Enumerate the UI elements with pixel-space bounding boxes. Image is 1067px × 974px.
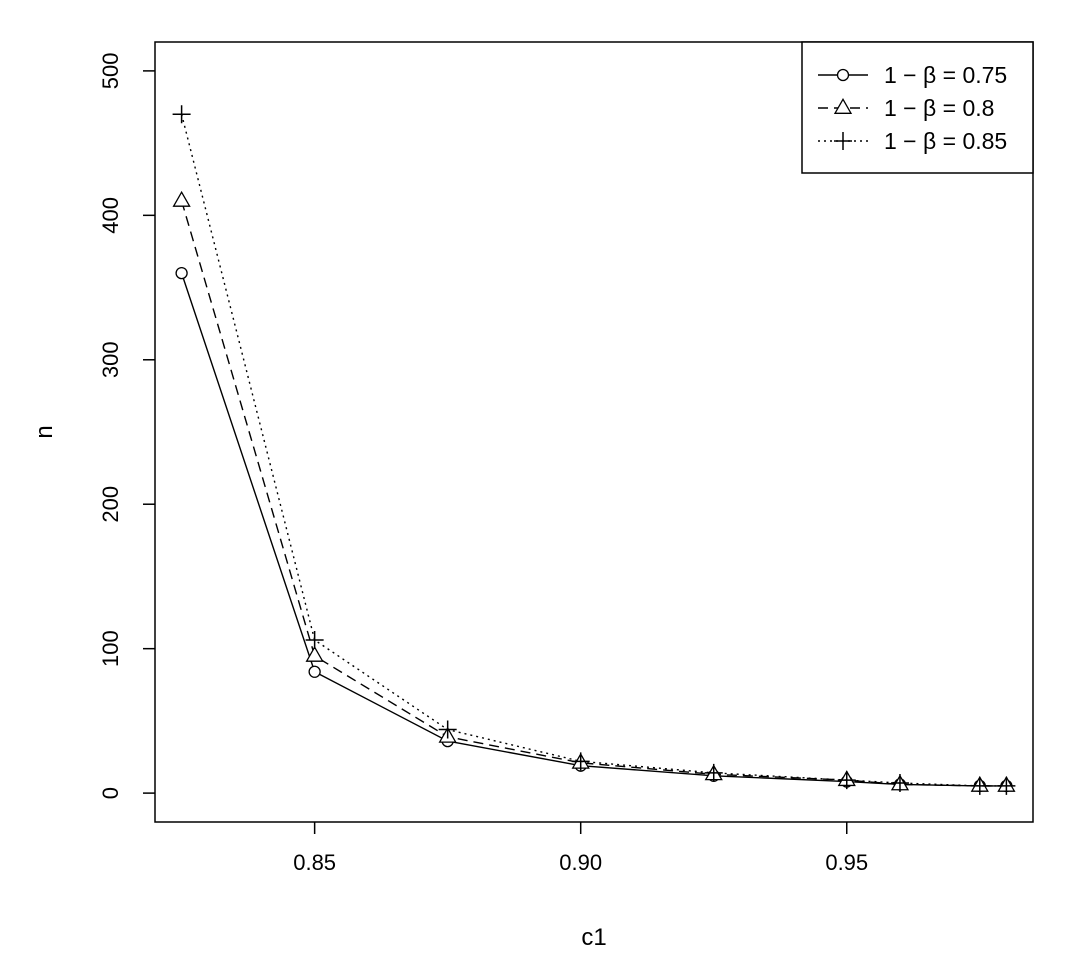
legend-marker <box>836 68 850 82</box>
x-tick-label: 0.95 <box>825 850 868 875</box>
x-tick-label: 0.85 <box>293 850 336 875</box>
data-point <box>308 665 321 678</box>
y-tick-label: 400 <box>98 197 123 234</box>
legend-marker <box>834 132 852 150</box>
data-point <box>172 190 191 207</box>
legend-label: 1 − β = 0.8 <box>884 95 994 121</box>
x-axis-label: c1 <box>581 924 606 951</box>
legend-label: 1 − β = 0.85 <box>884 128 1007 154</box>
series-line <box>180 114 1007 787</box>
legend-label: 1 − β = 0.75 <box>884 62 1007 88</box>
y-tick-label: 0 <box>98 787 123 799</box>
data-point <box>997 776 1016 795</box>
series-line <box>180 200 1007 787</box>
data-point <box>837 771 856 790</box>
data-point <box>438 720 457 739</box>
legend-marker <box>833 98 853 114</box>
y-axis: 0 100 200 300 400 500 <box>98 53 155 799</box>
x-axis: 0.85 0.90 0.95 <box>293 822 868 875</box>
y-tick-label: 200 <box>98 486 123 523</box>
data-point <box>172 105 191 124</box>
series-line <box>180 272 1007 787</box>
y-tick-label: 500 <box>98 53 123 90</box>
series-2 <box>172 190 1016 792</box>
y-axis-label: n <box>31 425 58 438</box>
x-tick-label: 0.90 <box>559 850 602 875</box>
series-3 <box>172 105 1016 795</box>
y-tick-label: 100 <box>98 630 123 667</box>
data-point <box>175 266 188 280</box>
legend: 1 − β = 0.75 1 − β = 0.8 1 − β = 0.85 <box>801 41 1034 174</box>
series-1 <box>175 266 1013 793</box>
data-point <box>704 763 723 782</box>
plot-frame <box>154 41 1034 823</box>
data-point <box>890 774 909 792</box>
series-layer <box>172 105 1016 795</box>
data-point <box>571 752 590 771</box>
data-point <box>970 776 989 795</box>
data-point <box>305 645 324 662</box>
y-tick-label: 300 <box>98 341 123 378</box>
data-point <box>305 631 324 649</box>
